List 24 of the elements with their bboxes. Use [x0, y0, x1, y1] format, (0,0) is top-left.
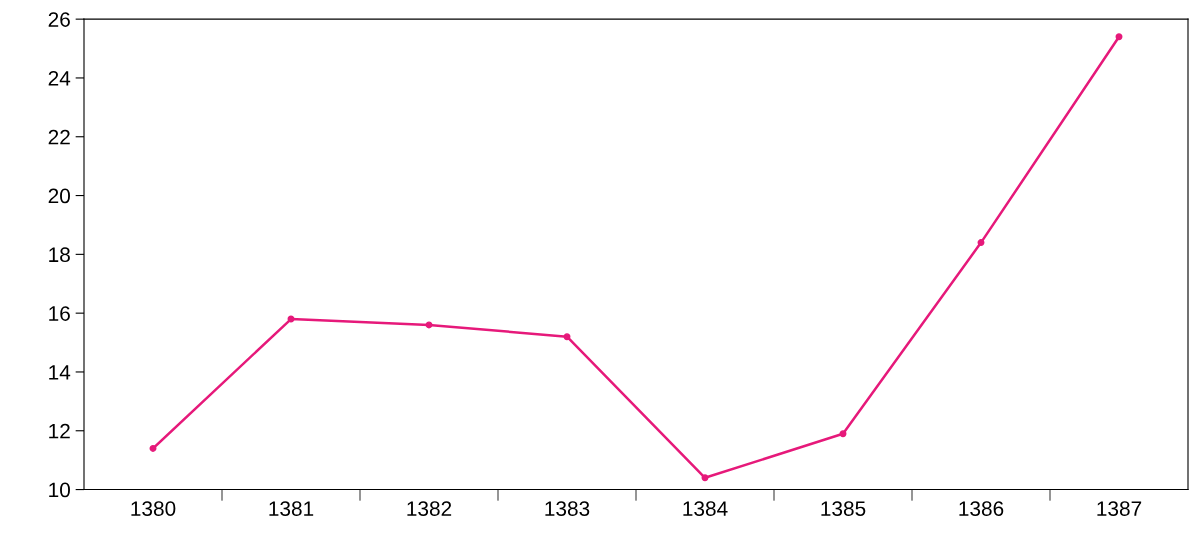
point — [563, 333, 571, 341]
y-tick-label: 26 — [48, 12, 70, 27]
x-tick-label: 1387 — [1097, 501, 1142, 516]
y-tick-label: 24 — [48, 70, 71, 86]
x-tick-label: 1384 — [683, 501, 728, 516]
point — [839, 430, 847, 438]
point — [1115, 33, 1123, 41]
x-tick-label: 1380 — [131, 501, 176, 516]
point — [149, 444, 157, 452]
point — [425, 321, 433, 329]
y-tick-label: 14 — [49, 365, 71, 380]
y-tick-label: 18 — [49, 247, 70, 263]
x-tick-label: 1383 — [545, 501, 590, 516]
x-tick-label: 1385 — [821, 501, 866, 516]
y-tick-label: 12 — [49, 423, 70, 439]
x-tick-label: 1381 — [269, 501, 314, 516]
x-tick-label: 1382 — [407, 501, 452, 516]
point — [701, 474, 709, 482]
y-tick-label: 20 — [48, 188, 70, 204]
y-tick-label: 16 — [49, 306, 70, 321]
y-tick-label: 22 — [48, 129, 70, 145]
y-tick-label: 10 — [49, 482, 70, 498]
point — [977, 239, 985, 247]
x-tick-label: 1386 — [959, 501, 1004, 516]
